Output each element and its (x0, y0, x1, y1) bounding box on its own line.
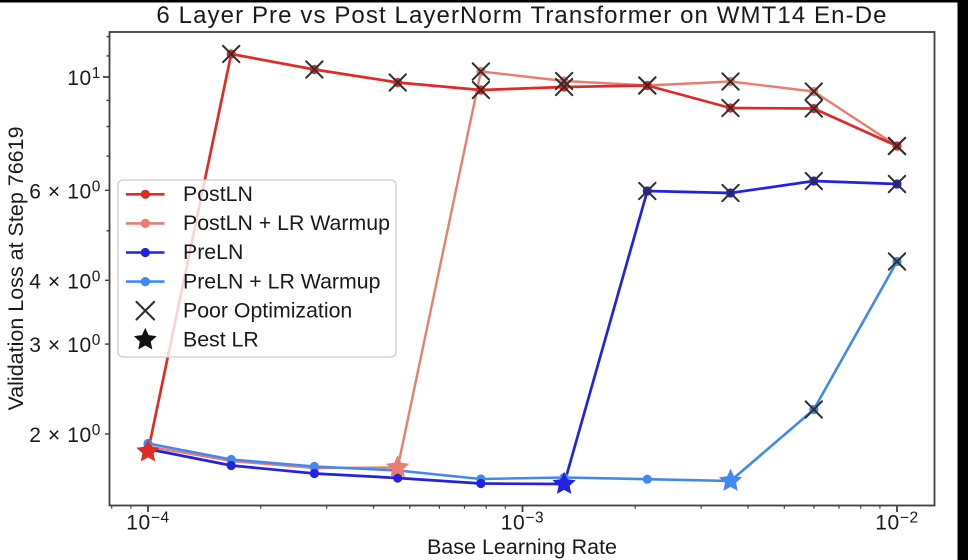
svg-text:6 × 100: 6 × 100 (29, 178, 101, 203)
svg-text:3 × 100: 3 × 100 (29, 332, 101, 357)
svg-text:6 Layer Pre vs Post LayerNorm: 6 Layer Pre vs Post LayerNorm Transforme… (156, 2, 887, 29)
svg-text:4 × 100: 4 × 100 (29, 268, 101, 293)
svg-text:PreLN: PreLN (183, 240, 243, 264)
svg-text:PostLN: PostLN (183, 182, 253, 206)
svg-text:10−4: 10−4 (126, 510, 169, 535)
svg-text:2 × 100: 2 × 100 (29, 422, 101, 447)
svg-text:Base Learning Rate: Base Learning Rate (427, 535, 617, 559)
svg-text:Poor Optimization: Poor Optimization (183, 298, 352, 322)
svg-text:10−2: 10−2 (875, 510, 918, 535)
svg-text:Validation Loss at Step 76619: Validation Loss at Step 76619 (4, 126, 28, 410)
svg-text:PostLN + LR Warmup: PostLN + LR Warmup (183, 211, 390, 235)
svg-text:PreLN + LR Warmup: PreLN + LR Warmup (183, 269, 380, 293)
svg-text:Best LR: Best LR (183, 328, 259, 352)
